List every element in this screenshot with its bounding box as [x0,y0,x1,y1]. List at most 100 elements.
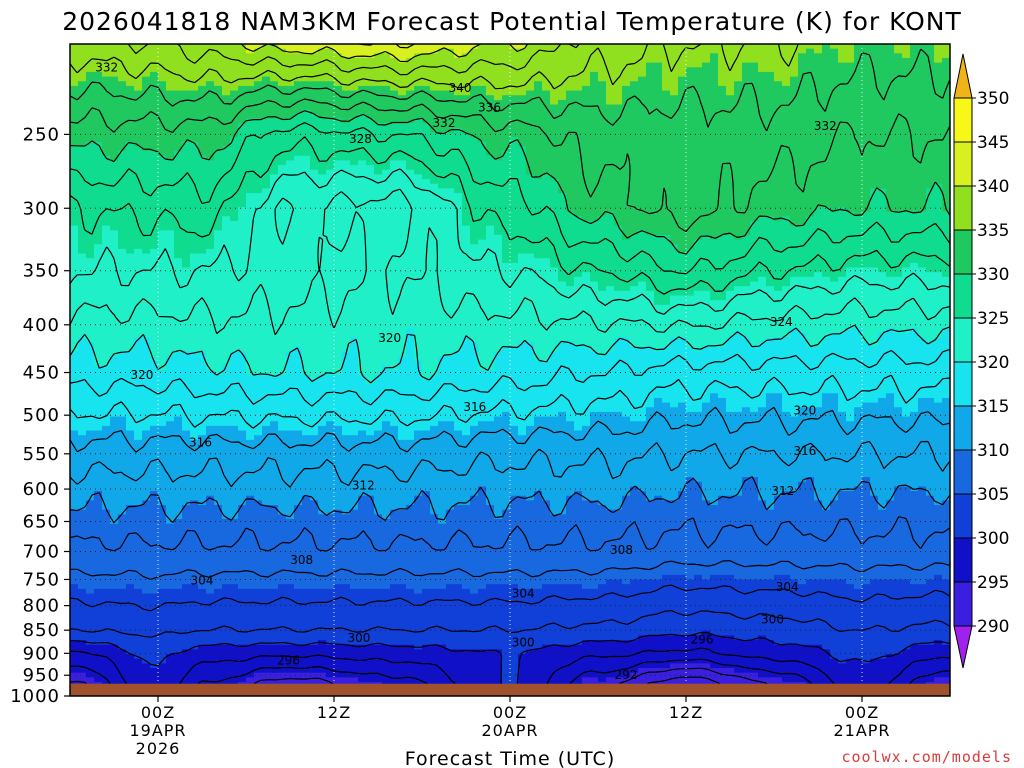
field-cell [294,370,303,376]
field-cell [294,137,303,143]
field-cell [150,76,159,82]
field-cell [262,141,271,148]
field-cell [270,244,279,250]
field-cell [238,481,247,488]
field-cell [246,230,255,236]
field-cell [166,132,175,138]
field-cell [270,421,279,427]
field-cell [102,411,111,418]
field-cell [286,71,295,78]
field-cell [190,332,199,338]
field-cell [238,314,247,320]
field-cell [238,295,247,301]
field-cell [326,612,335,618]
field-cell [350,230,359,236]
field-cell [110,53,119,59]
field-cell [142,542,151,548]
field-cell [174,332,183,338]
field-cell [270,453,279,460]
field-cell [222,616,231,623]
field-cell [326,365,335,371]
field-cell [182,132,191,138]
field-cell [262,663,271,669]
field-cell [238,188,247,194]
field-cell [190,281,199,287]
field-cell [198,374,207,380]
field-cell [86,649,95,655]
field-cell [222,574,231,581]
field-cell [238,383,247,390]
field-cell [334,374,343,380]
field-cell [126,286,135,292]
field-cell [190,533,199,539]
field-cell [238,211,247,217]
field-cell [174,155,183,162]
field-cell [174,458,183,464]
field-cell [174,304,183,311]
field-cell [238,239,247,245]
field-cell [318,383,327,390]
field-cell [310,234,319,241]
field-cell [142,216,151,222]
field-cell [110,193,119,199]
field-cell [326,174,335,180]
field-cell [118,439,127,446]
field-cell [350,388,359,394]
field-cell [86,397,95,404]
field-cell [182,579,191,585]
field-cell [78,640,87,646]
field-cell [262,346,271,352]
field-cell [206,123,215,129]
field-cell [230,81,239,87]
field-cell [126,62,135,68]
field-cell [294,67,303,73]
field-cell [246,677,255,683]
field-cell [222,71,231,78]
field-cell [126,337,135,343]
field-cell [246,453,255,460]
field-cell [230,560,239,567]
field-cell [326,309,335,315]
field-cell [158,165,167,171]
field-cell [262,193,271,199]
field-cell [342,342,351,348]
field-cell [142,495,151,501]
field-cell [118,234,127,241]
field-cell [94,95,103,101]
field-cell [286,342,295,348]
field-cell [182,193,191,199]
field-cell [326,272,335,278]
field-cell [126,220,135,227]
field-cell [262,514,271,520]
field-cell [342,332,351,338]
field-cell [326,234,335,241]
field-cell [126,379,135,385]
field-cell [118,220,127,227]
field-cell [174,109,183,115]
field-cell [230,570,239,576]
field-cell [246,165,255,171]
field-cell [294,393,303,399]
field-cell [182,165,191,171]
field-cell [158,323,167,329]
field-cell [318,290,327,297]
field-cell [310,533,319,539]
field-cell [118,481,127,488]
field-cell [342,202,351,208]
field-cell [126,109,135,115]
field-cell [262,244,271,250]
field-cell [190,216,199,222]
field-cell [70,216,79,222]
field-cell [262,430,271,436]
field-cell [70,281,79,287]
field-cell [94,365,103,371]
field-cell [286,584,295,590]
field-cell [102,225,111,231]
field-cell [182,188,191,194]
field-cell [190,202,199,208]
field-cell [110,407,119,413]
field-cell [126,207,135,213]
field-cell [214,90,223,96]
field-cell [286,62,295,68]
field-cell [230,57,239,64]
